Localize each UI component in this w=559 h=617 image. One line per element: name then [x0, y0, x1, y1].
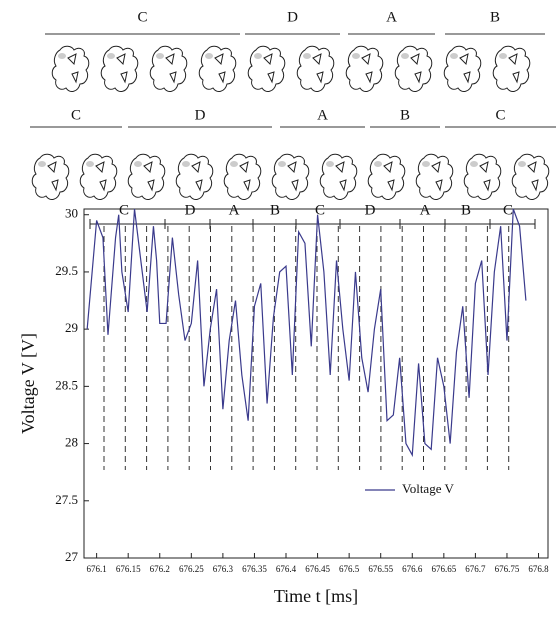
row-label: A	[317, 107, 328, 123]
row-label: C	[495, 107, 505, 123]
y-axis-label: Voltage V [V]	[18, 333, 38, 434]
cell-image	[100, 45, 139, 92]
x-tick-label: 676.35	[242, 564, 267, 574]
x-tick-label: 676.75	[495, 564, 520, 574]
cell-image	[463, 153, 502, 200]
cell-image	[511, 153, 550, 200]
cell-images	[31, 45, 550, 200]
x-tick-label: 676.4	[276, 564, 297, 574]
cell-image	[31, 153, 70, 200]
row-label: C	[71, 107, 81, 123]
plot-frame	[83, 208, 549, 559]
phase-label: A	[420, 202, 431, 218]
row-label: D	[195, 107, 206, 123]
row-label: D	[287, 9, 298, 25]
x-tick-label: 676.2	[150, 564, 170, 574]
phase-label: C	[315, 202, 325, 218]
cell-image	[394, 45, 433, 92]
cell-image	[492, 45, 531, 92]
x-tick-label: 676.15	[116, 564, 141, 574]
row-label: A	[386, 9, 397, 25]
cell-image	[79, 153, 118, 200]
phase-label: B	[461, 202, 471, 218]
phase-label: C	[503, 202, 513, 218]
phase-label: D	[365, 202, 376, 218]
phase-label: C	[119, 202, 129, 218]
phase-label: A	[229, 202, 240, 218]
x-tick-label: 676.25	[179, 564, 204, 574]
x-tick-label: 676.65	[431, 564, 456, 574]
cell-image	[127, 153, 166, 200]
data-line	[86, 208, 527, 458]
x-tick-label: 676.5	[339, 564, 360, 574]
x-tick-label: 676.8	[528, 564, 549, 574]
y-tick-label: 27.5	[55, 492, 78, 507]
cell-image	[271, 153, 310, 200]
cell-image	[149, 45, 188, 92]
cell-image	[296, 45, 335, 92]
x-tick-label: 676.7	[465, 564, 486, 574]
x-tick-label: 676.3	[213, 564, 234, 574]
row-label: B	[490, 9, 500, 25]
cell-image	[247, 45, 286, 92]
cell-image	[415, 153, 454, 200]
row-label: B	[400, 107, 410, 123]
row-label: C	[137, 9, 147, 25]
cell-image	[443, 45, 482, 92]
x-tick-label: 676.55	[368, 564, 393, 574]
cell-image	[175, 153, 214, 200]
y-tick-label: 29	[65, 320, 78, 335]
cell-image	[51, 45, 90, 92]
x-axis-label: Time t [ms]	[274, 586, 358, 606]
y-tick-label: 28	[65, 435, 78, 450]
cell-image	[319, 153, 358, 200]
cell-image	[223, 153, 262, 200]
x-tick-label: 676.1	[87, 564, 107, 574]
x-tick-label: 676.6	[402, 564, 423, 574]
y-tick-label: 30	[65, 206, 78, 221]
cell-image	[198, 45, 237, 92]
x-tick-label: 676.45	[305, 564, 330, 574]
legend-label: Voltage V	[402, 481, 454, 496]
y-tick-label: 27	[65, 549, 79, 564]
y-tick-label: 28.5	[55, 377, 78, 392]
cell-image	[367, 153, 406, 200]
phase-label: B	[270, 202, 280, 218]
phase-label: D	[185, 202, 196, 218]
y-tick-label: 29.5	[55, 263, 78, 278]
cell-image	[345, 45, 384, 92]
